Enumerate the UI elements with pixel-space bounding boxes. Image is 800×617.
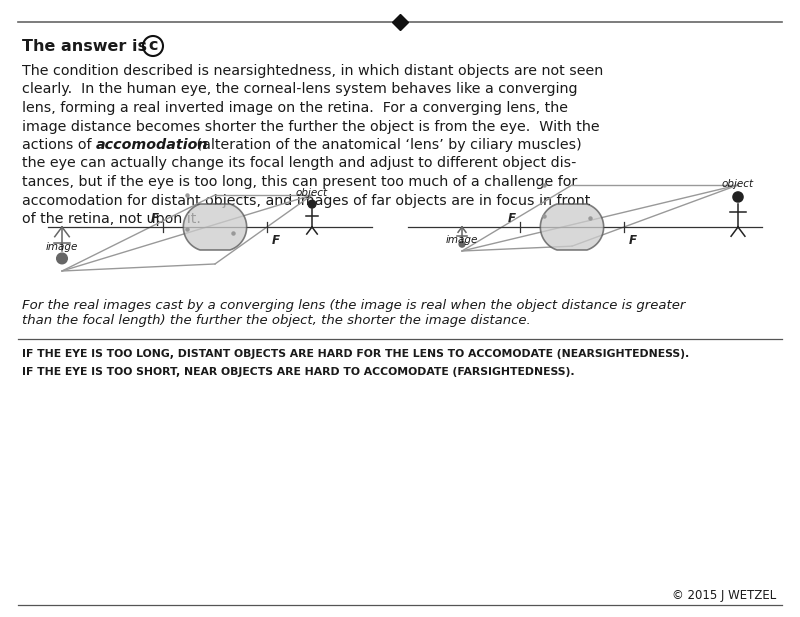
Circle shape (308, 201, 316, 208)
Circle shape (459, 241, 465, 247)
Text: clearly.  In the human eye, the corneal-lens system behaves like a converging: clearly. In the human eye, the corneal-l… (22, 83, 578, 96)
Circle shape (733, 192, 743, 202)
Polygon shape (540, 204, 604, 250)
Text: F: F (272, 234, 280, 247)
Text: The condition described is nearsightedness, in which distant objects are not see: The condition described is nearsightedne… (22, 64, 603, 78)
Text: object: object (722, 179, 754, 189)
Polygon shape (183, 204, 246, 250)
Text: accomodation: accomodation (96, 138, 209, 152)
Text: of the retina, not upon it.: of the retina, not upon it. (22, 212, 201, 226)
Circle shape (57, 253, 67, 264)
Text: For the real images cast by a converging lens (the image is real when the object: For the real images cast by a converging… (22, 299, 686, 327)
Text: object: object (296, 188, 328, 198)
Text: IF THE EYE IS TOO SHORT, NEAR OBJECTS ARE HARD TO ACCOMODATE (FARSIGHTEDNESS).: IF THE EYE IS TOO SHORT, NEAR OBJECTS AR… (22, 367, 574, 377)
Text: actions of: actions of (22, 138, 96, 152)
Text: lens, forming a real inverted image on the retina.  For a converging lens, the: lens, forming a real inverted image on t… (22, 101, 568, 115)
Text: accomodation for distant objects, and images of far objects are in focus in fron: accomodation for distant objects, and im… (22, 194, 590, 207)
Text: The answer is: The answer is (22, 39, 147, 54)
Text: F: F (508, 212, 516, 225)
Text: c: c (148, 38, 158, 54)
Text: tances, but if the eye is too long, this can present too much of a challenge for: tances, but if the eye is too long, this… (22, 175, 578, 189)
Text: IF THE EYE IS TOO LONG, DISTANT OBJECTS ARE HARD FOR THE LENS TO ACCOMODATE (NEA: IF THE EYE IS TOO LONG, DISTANT OBJECTS … (22, 349, 690, 359)
Text: (alteration of the anatomical ‘lens’ by ciliary muscles): (alteration of the anatomical ‘lens’ by … (192, 138, 582, 152)
Text: image distance becomes shorter the further the object is from the eye.  With the: image distance becomes shorter the furth… (22, 120, 600, 133)
Text: the eye can actually change its focal length and adjust to different object dis-: the eye can actually change its focal le… (22, 157, 576, 170)
Text: © 2015 J WETZEL: © 2015 J WETZEL (672, 589, 776, 602)
Text: image: image (46, 241, 78, 252)
Text: F: F (629, 234, 637, 247)
Text: image: image (446, 235, 478, 245)
Text: F: F (151, 212, 159, 225)
